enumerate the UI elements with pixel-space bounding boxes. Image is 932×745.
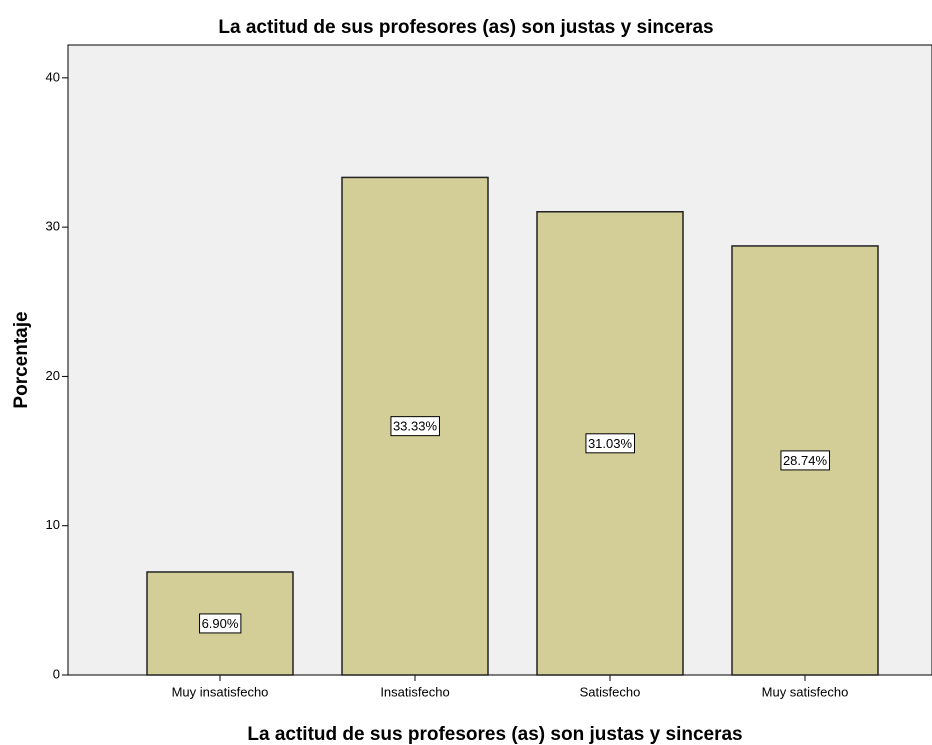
y-axis-label: Porcentaje bbox=[11, 311, 32, 408]
data-label: 33.33% bbox=[393, 419, 438, 434]
chart-title: La actitud de sus profesores (as) son ju… bbox=[218, 17, 713, 38]
data-label-box bbox=[585, 433, 635, 454]
x-axis-label: La actitud de sus profesores (as) son ju… bbox=[247, 724, 742, 745]
y-tick-label: 20 bbox=[46, 368, 60, 383]
x-tick-label: Satisfecho bbox=[580, 684, 641, 699]
data-label: 28.74% bbox=[783, 453, 828, 468]
x-tick-label: Muy satisfecho bbox=[762, 684, 849, 699]
data-label: 6.90% bbox=[202, 616, 239, 631]
y-tick-label: 10 bbox=[46, 517, 60, 532]
y-tick-label: 0 bbox=[53, 666, 60, 681]
y-tick-label: 30 bbox=[46, 219, 60, 234]
data-label: 31.03% bbox=[588, 436, 633, 451]
y-tick-label: 40 bbox=[46, 69, 60, 84]
x-tick-label: Insatisfecho bbox=[380, 684, 449, 699]
data-label-box bbox=[199, 613, 242, 634]
x-tick-label: Muy insatisfecho bbox=[172, 684, 269, 699]
data-label-box bbox=[390, 416, 440, 437]
data-label-box bbox=[780, 450, 830, 471]
